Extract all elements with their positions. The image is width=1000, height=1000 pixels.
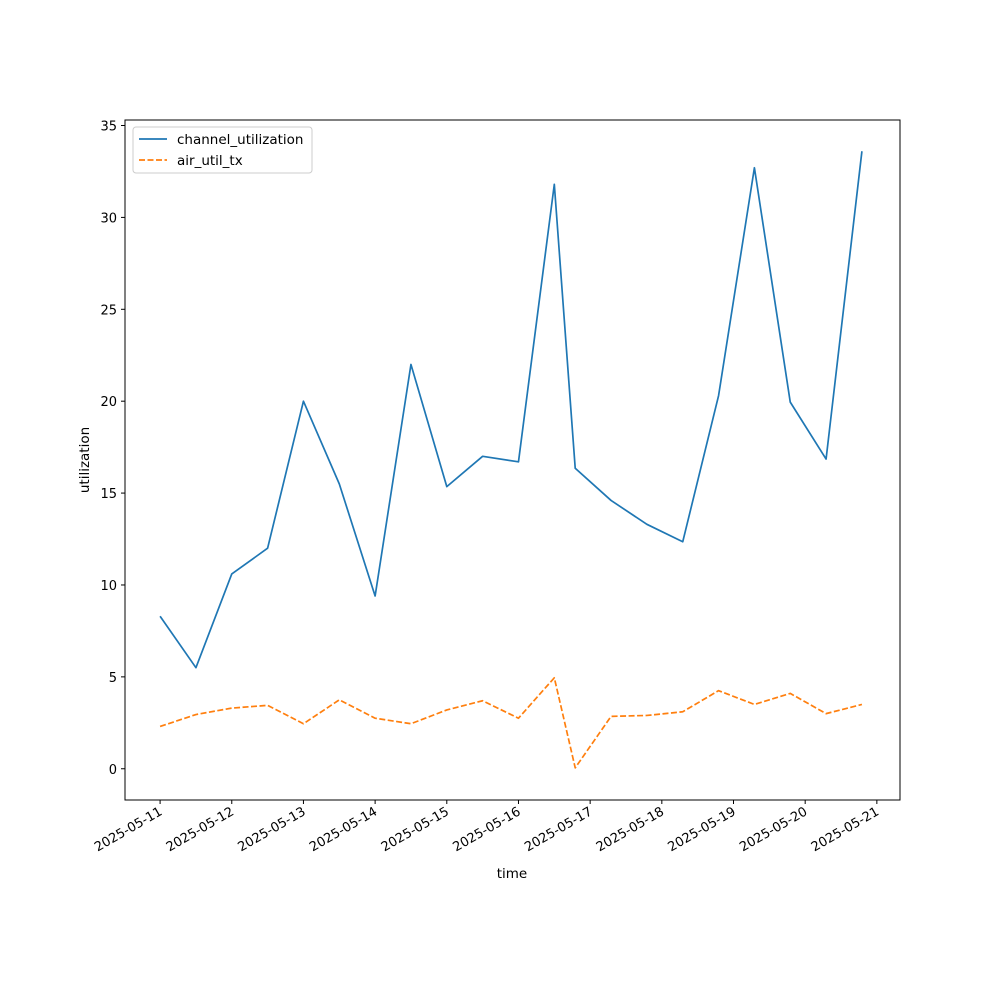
y-axis: 0 5 10 15 20 25 30 35 bbox=[100, 120, 125, 778]
x-tick-label: 2025-05-18 bbox=[594, 804, 667, 855]
legend: channel_utilization air_util_tx bbox=[132, 126, 313, 174]
y-axis-title: utilization bbox=[77, 427, 93, 493]
y-tick-label: 0 bbox=[109, 763, 117, 778]
series-line-air-util-tx bbox=[159, 676, 863, 769]
x-tick-label: 2025-05-14 bbox=[307, 804, 380, 855]
series-line-channel-utilization bbox=[159, 151, 863, 669]
x-tick-label: 2025-05-20 bbox=[737, 804, 810, 855]
y-tick-label: 30 bbox=[100, 211, 117, 226]
x-tick-label: 2025-05-19 bbox=[666, 804, 739, 855]
legend-label-air-util-tx: air_util_tx bbox=[177, 153, 243, 169]
x-tick-label: 2025-05-15 bbox=[379, 804, 452, 855]
plot-area bbox=[159, 151, 863, 769]
axes-frame bbox=[124, 119, 901, 801]
y-tick-label: 5 bbox=[109, 671, 117, 686]
x-tick-label: 2025-05-11 bbox=[92, 804, 165, 855]
y-tick-label: 25 bbox=[100, 303, 117, 318]
y-tick-label: 15 bbox=[100, 487, 117, 502]
x-axis-title: time bbox=[497, 866, 528, 882]
x-axis: 2025-05-112025-05-122025-05-132025-05-14… bbox=[92, 800, 882, 855]
y-tick-label: 10 bbox=[100, 579, 117, 594]
legend-box bbox=[132, 126, 313, 174]
x-tick-label: 2025-05-16 bbox=[451, 804, 524, 855]
x-tick-label: 2025-05-17 bbox=[522, 804, 595, 855]
legend-label-channel-utilization: channel_utilization bbox=[177, 132, 304, 148]
y-tick-label: 35 bbox=[100, 120, 117, 135]
y-tick-label: 20 bbox=[100, 395, 117, 410]
x-tick-label: 2025-05-12 bbox=[164, 804, 237, 855]
x-tick-label: 2025-05-13 bbox=[236, 804, 309, 855]
x-tick-label: 2025-05-21 bbox=[809, 804, 882, 855]
